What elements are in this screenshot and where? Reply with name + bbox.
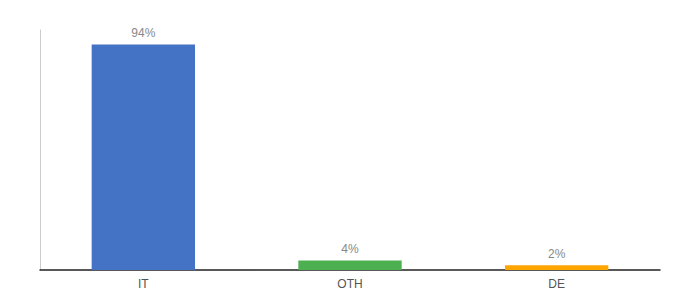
svg-text:OTH: OTH [337, 277, 362, 291]
svg-text:IT: IT [138, 277, 149, 291]
svg-text:DE: DE [548, 277, 565, 291]
svg-text:4%: 4% [341, 242, 359, 256]
svg-text:94%: 94% [131, 26, 155, 40]
svg-text:2%: 2% [548, 247, 566, 261]
